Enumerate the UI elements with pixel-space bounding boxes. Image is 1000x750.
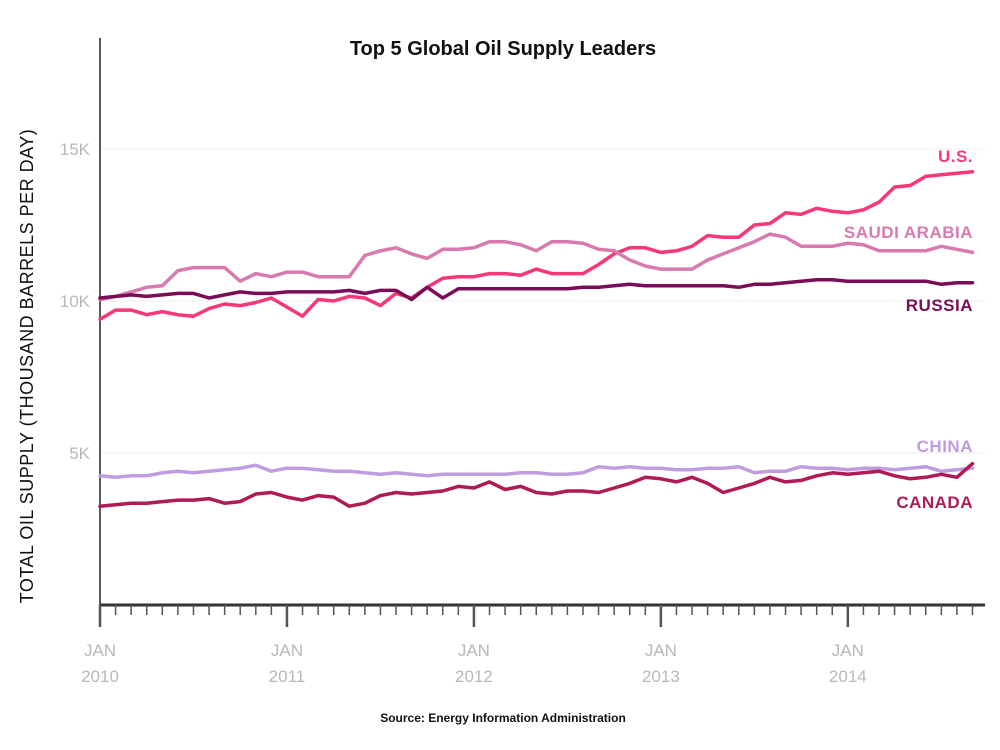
series-label-russia: RUSSIA [906, 296, 973, 315]
series-lines [98, 170, 975, 508]
x-tick-year: 2012 [455, 667, 493, 686]
x-tick-month: JAN [271, 641, 303, 660]
series-line-russia [98, 277, 975, 302]
gridlines [100, 148, 985, 454]
series-label-china: CHINA [917, 437, 973, 456]
y-tick-label: 5K [69, 444, 90, 463]
y-tick-label: 15K [60, 140, 91, 159]
x-tick-year: 2010 [81, 667, 119, 686]
series-line-china [98, 463, 975, 480]
axes: 5K 10K 15K JAN 2010 JAN 2011 JAN 2012 JAN 2013 JAN 2… [60, 38, 985, 686]
x-tick-month: JAN [832, 641, 864, 660]
x-tick-month: JAN [645, 641, 677, 660]
x-tick-month: JAN [84, 641, 116, 660]
series-line-u-s [98, 170, 975, 321]
series-label-canada: CANADA [896, 493, 973, 512]
series-line-canada [98, 461, 975, 508]
series-line-saudi-arabia [98, 232, 975, 302]
x-tick-year: 2014 [829, 667, 867, 686]
x-tick-month: JAN [458, 641, 490, 660]
series-labels: U.S. SAUDI ARABIA RUSSIA CHINA CANADA [844, 147, 973, 512]
y-axis-label: TOTAL OIL SUPPLY (THOUSAND BARRELS PER D… [17, 129, 37, 604]
source-note: Source: Energy Information Administratio… [380, 711, 626, 725]
series-label-saudi-arabia: SAUDI ARABIA [844, 223, 973, 242]
x-tick-year: 2013 [642, 667, 680, 686]
chart-title: Top 5 Global Oil Supply Leaders [350, 38, 656, 60]
y-tick-label: 10K [60, 292, 91, 311]
x-tick-year: 2011 [269, 667, 306, 686]
series-label-u-s: U.S. [938, 147, 973, 166]
